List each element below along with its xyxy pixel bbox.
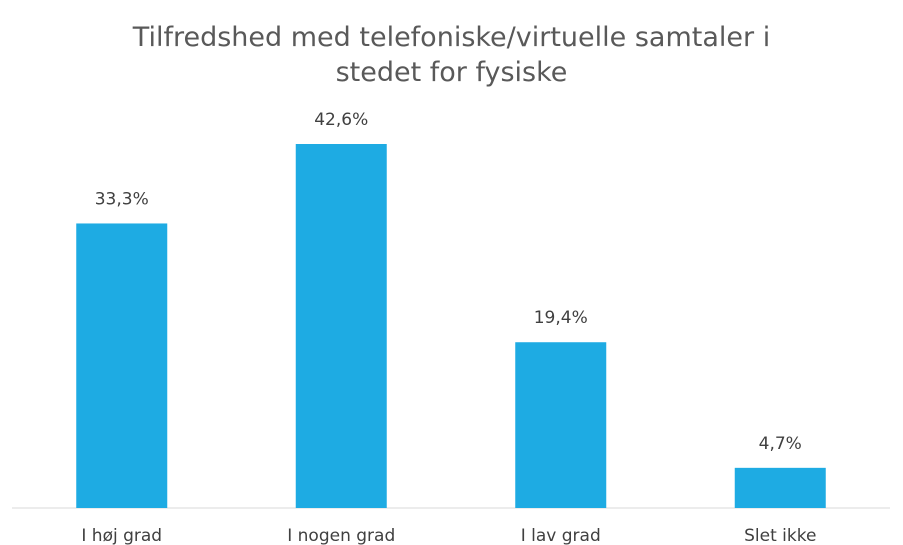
chart-title: Tilfredshed med telefoniske/virtuelle sa…: [132, 22, 771, 88]
data-label: 4,7%: [759, 434, 802, 454]
x-tick-label: I lav grad: [521, 526, 601, 545]
bar: [76, 223, 168, 508]
x-tick-label: Slet ikke: [744, 526, 816, 545]
x-tick-label: I høj grad: [81, 526, 162, 545]
bar: [734, 467, 826, 508]
data-label: 19,4%: [534, 308, 588, 328]
data-label: 33,3%: [95, 189, 149, 209]
x-tick-label: I nogen grad: [287, 526, 395, 545]
data-label: 42,6%: [314, 110, 368, 130]
bar: [295, 144, 387, 508]
bar: [515, 342, 607, 508]
